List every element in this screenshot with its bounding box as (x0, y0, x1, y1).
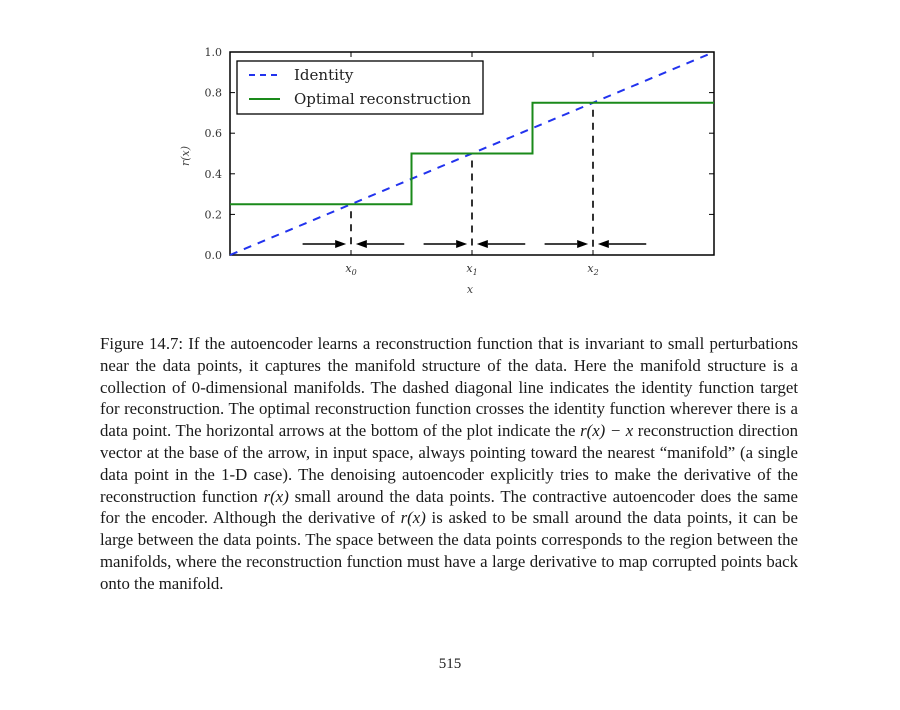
x-tick-label: x1 (466, 262, 477, 277)
caption-text-1: If the autoencoder learns a reconstructi… (100, 334, 798, 441)
figure-14-7-chart: 0.0 0.2 0.4 0.6 0.8 1.0 x0 x1 x2 Identity Optim… (179, 46, 715, 296)
x-tick-label: x2 (587, 262, 598, 277)
x-tick-label: x0 (345, 262, 356, 277)
y-tick-label: 0.8 (205, 87, 223, 100)
optimal-reconstruction-line (230, 101, 714, 206)
arrow-head (476, 240, 488, 248)
figure-caption: Figure 14.7: If the autoencoder learns a… (100, 333, 798, 595)
caption-math-1: r(x) − x (580, 421, 634, 441)
y-axis-ticks: 0.0 0.2 0.4 0.6 0.8 1.0 (205, 46, 714, 262)
caption-label: Figure 14.7: (100, 334, 184, 353)
legend-identity-label: Identity (294, 66, 354, 84)
y-tick-label: 0.0 (205, 249, 223, 262)
y-tick-label: 0.4 (205, 168, 223, 181)
legend: Identity Optimal reconstruction (236, 60, 484, 115)
x-axis-label: x (467, 283, 474, 296)
series-layer (229, 51, 715, 256)
caption-text-2: reconstruction direction vector at the b… (100, 421, 799, 506)
y-axis-label: r(x) (179, 146, 192, 166)
y-tick-label: 0.2 (205, 208, 223, 221)
x-axis-ticks: x0 x1 x2 (345, 52, 599, 277)
caption-math-3: r(x) (400, 508, 426, 528)
legend-optimal-label: Optimal reconstruction (294, 90, 471, 108)
reconstruction-arrows (302, 240, 647, 248)
legend-box (236, 60, 484, 115)
arrow-head (355, 240, 367, 248)
arrow-head (335, 240, 347, 248)
caption-math-2: r(x) (263, 486, 289, 506)
y-tick-label: 0.6 (205, 127, 223, 140)
arrow-head (577, 240, 589, 248)
caption-text-4: is asked to be small around the data poi… (100, 508, 798, 593)
caption-text-3: small around the data points. The contra… (100, 486, 799, 528)
arrow-head (597, 240, 609, 248)
arrow-head (456, 240, 468, 248)
data-point-markers (350, 109, 594, 249)
y-tick-label: 1.0 (205, 46, 223, 59)
page-number: 515 (438, 656, 462, 672)
